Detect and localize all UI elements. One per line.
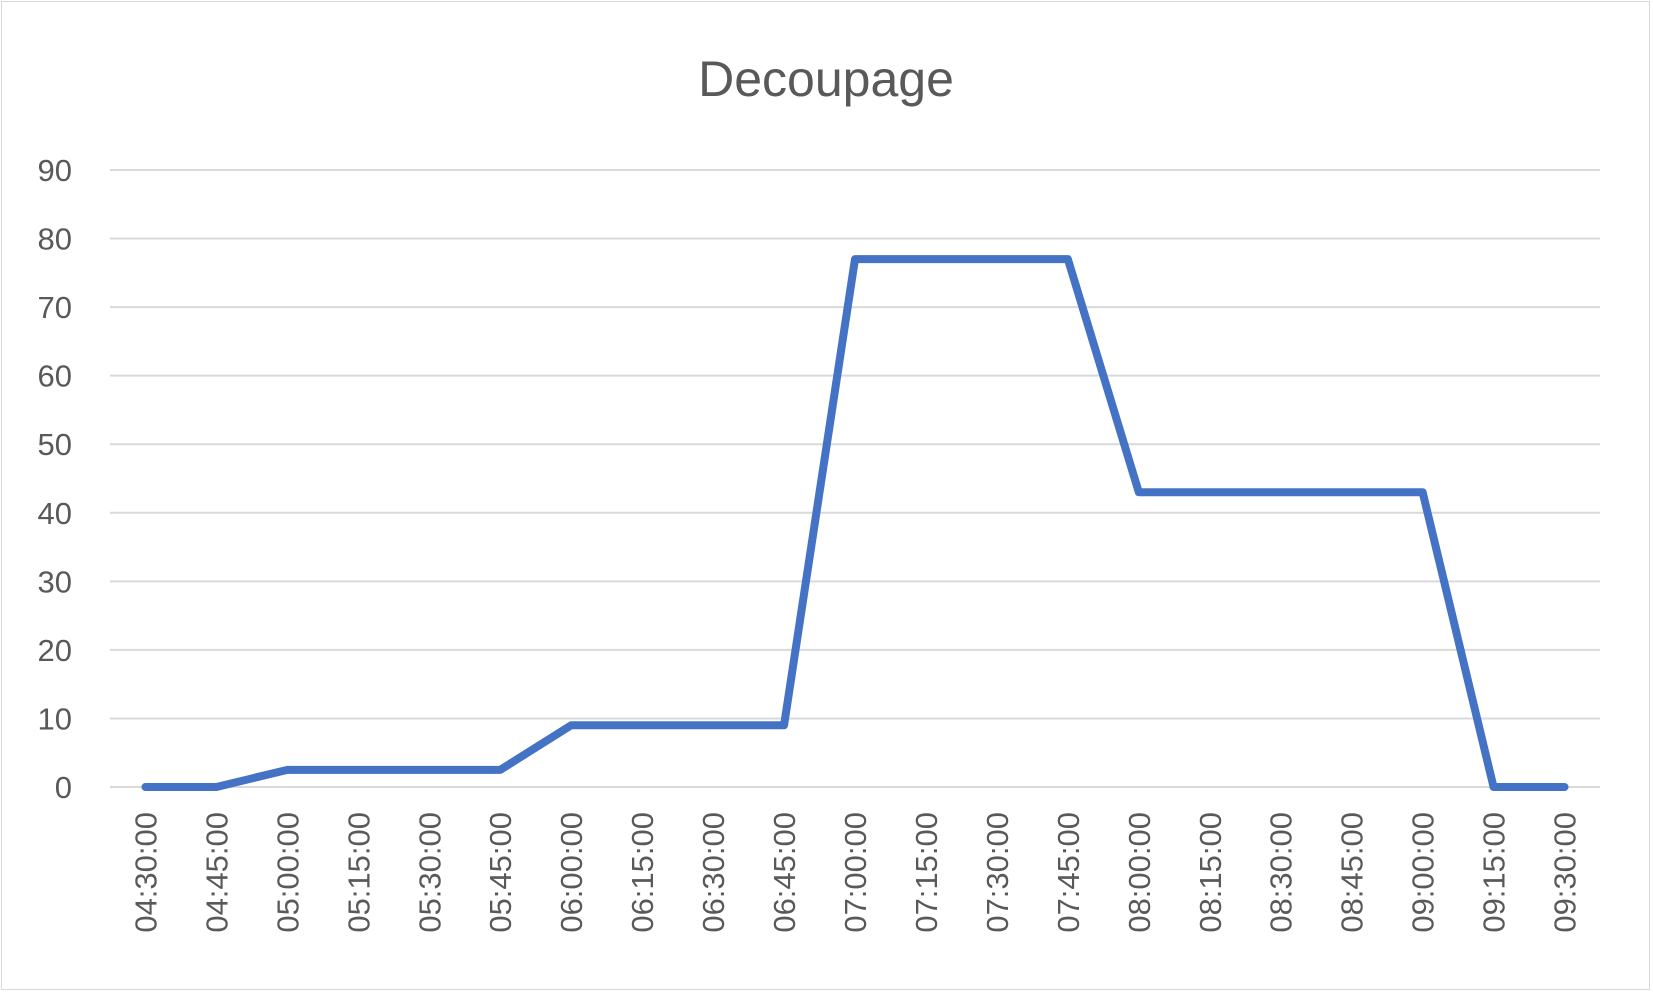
x-tick-label: 06:15:00: [625, 812, 660, 933]
chart-title: Decoupage: [698, 51, 954, 107]
y-tick-label: 0: [55, 770, 72, 805]
series-layer: [141, 255, 1569, 791]
x-tick-label: 07:00:00: [838, 812, 873, 933]
y-tick-label: 10: [38, 701, 72, 736]
x-tick-label: 05:15:00: [341, 812, 376, 933]
y-tick-label: 60: [38, 359, 72, 394]
y-tick-label: 80: [38, 222, 72, 257]
x-tick-label: 07:30:00: [980, 812, 1015, 933]
y-tick-label: 40: [38, 496, 72, 531]
y-tick-label: 20: [38, 633, 72, 668]
series-line: [141, 255, 1569, 791]
x-tick-label: 09:00:00: [1406, 812, 1441, 933]
x-tick-label: 08:00:00: [1122, 812, 1157, 933]
x-tick-label: 07:45:00: [1051, 812, 1086, 933]
x-tick-label: 05:00:00: [270, 812, 305, 933]
x-tick-label: 08:30:00: [1264, 812, 1299, 933]
y-axis-tick-labels: 0 10 20 30 40 50 60 70 80 90: [38, 153, 72, 805]
x-tick-label: 09:30:00: [1548, 812, 1583, 933]
gridlines: [110, 169, 1600, 788]
x-tick-label: 06:30:00: [696, 812, 731, 933]
x-axis-tick-labels: 04:30:00 04:45:00 05:00:00 05:15:00 05:30:00…: [128, 812, 1582, 933]
x-tick-label: 04:45:00: [199, 812, 234, 933]
y-tick-label: 70: [38, 290, 72, 325]
x-tick-label: 06:45:00: [767, 812, 802, 933]
x-tick-label: 09:15:00: [1477, 812, 1512, 933]
x-tick-label: 06:00:00: [554, 812, 589, 933]
x-tick-label: 08:15:00: [1193, 812, 1228, 933]
y-tick-label: 30: [38, 564, 72, 599]
y-tick-label: 50: [38, 427, 72, 462]
x-tick-label: 05:30:00: [412, 812, 447, 933]
x-tick-label: 07:15:00: [909, 812, 944, 933]
x-tick-label: 05:45:00: [483, 812, 518, 933]
y-tick-label: 90: [38, 153, 72, 188]
x-tick-label: 04:30:00: [128, 812, 163, 933]
x-tick-label: 08:45:00: [1335, 812, 1370, 933]
